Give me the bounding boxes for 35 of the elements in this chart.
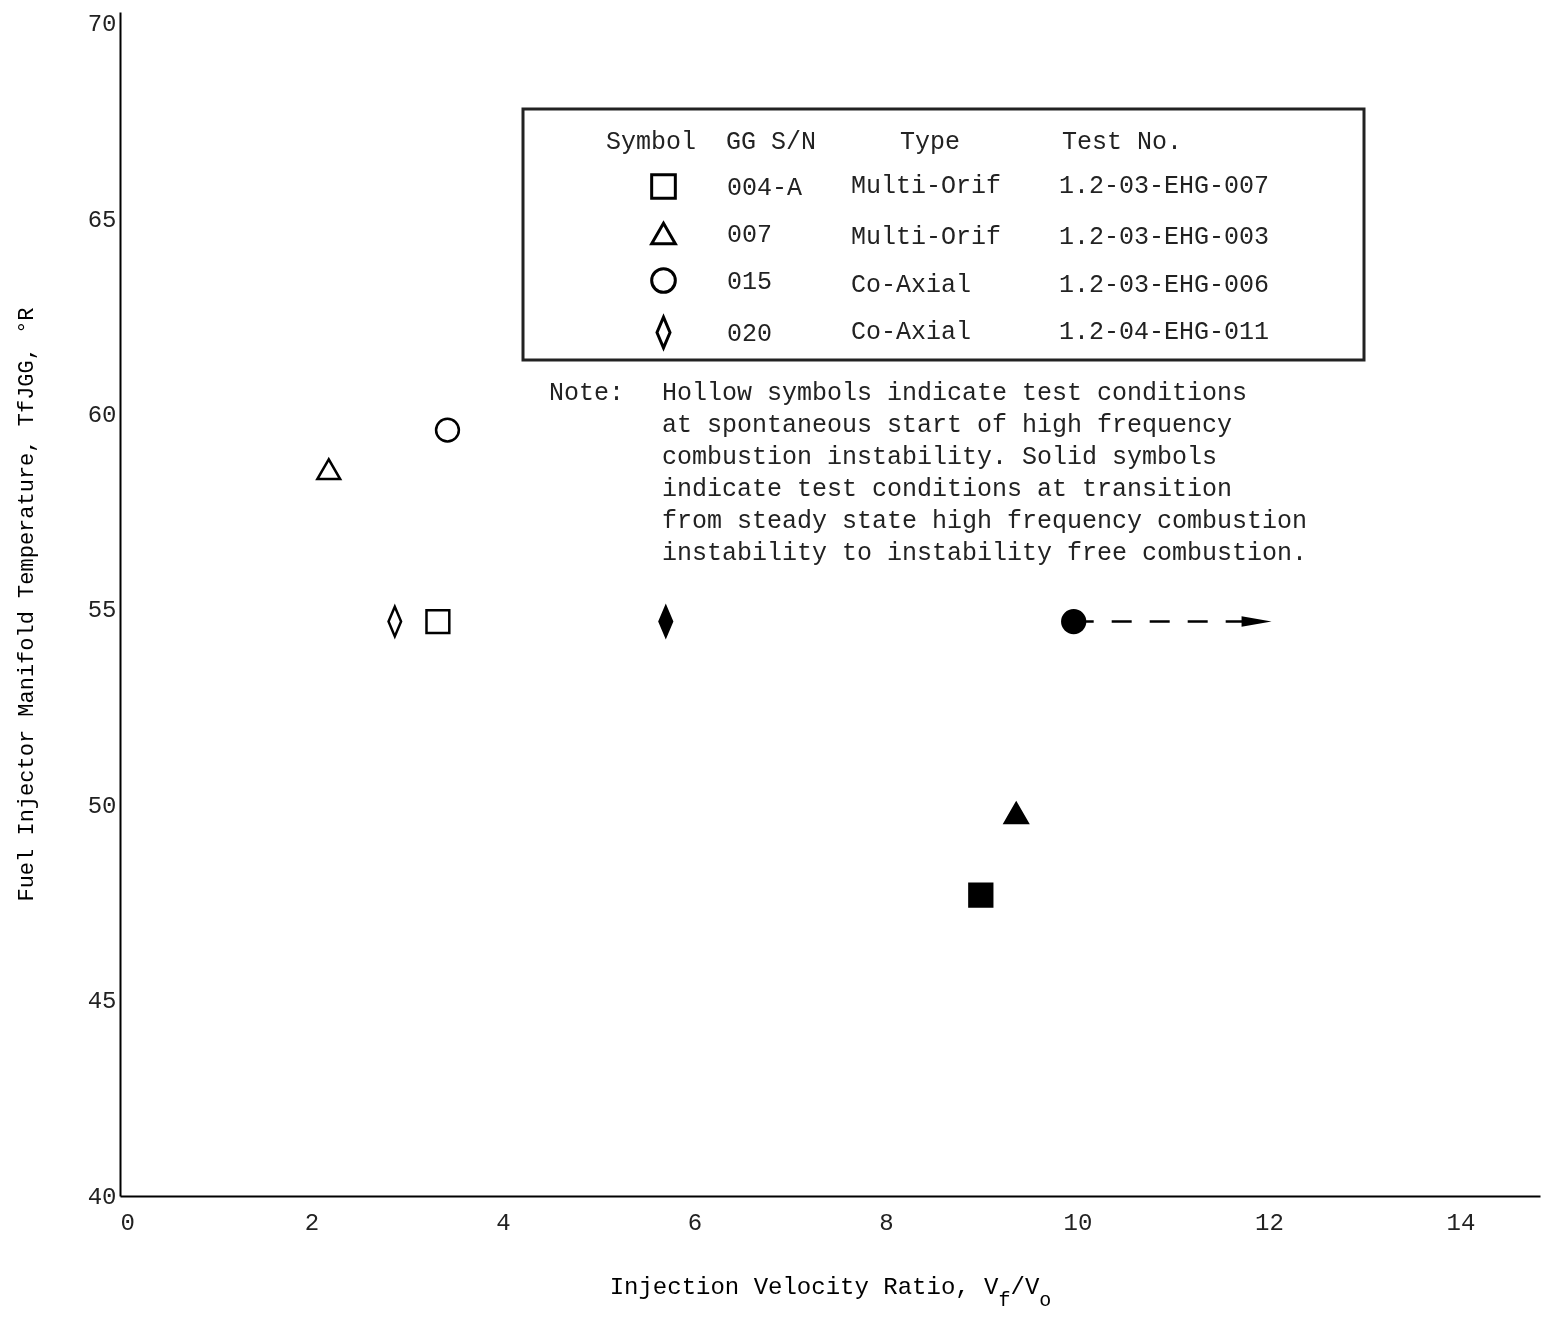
- annotation: 1.2-03-EHG-003: [1059, 223, 1270, 252]
- y-tick-label: 60: [87, 401, 117, 429]
- annotation: Multi-Orif: [851, 223, 1002, 252]
- x-tick-label: 6: [687, 1209, 703, 1237]
- annotation: Test No.: [1061, 128, 1183, 157]
- x-tick-label: 0: [120, 1209, 135, 1237]
- y-tick-label: 40: [87, 1183, 117, 1211]
- annotation: Multi-Orif: [851, 172, 1002, 201]
- legend-label: 007: [727, 220, 773, 250]
- y-tick-label: 65: [87, 206, 117, 234]
- annotation: GG S/N: [725, 128, 817, 157]
- x-axis-title: Injection Velocity Ratio, V$_{f}$/V$_{o}$: [609, 1273, 1052, 1311]
- annotation: 1.2-03-EHG-007: [1059, 172, 1270, 201]
- y-tick-label: 45: [87, 988, 117, 1016]
- annotation: Co-Axial: [851, 271, 972, 300]
- legend-title: Symbol: [605, 128, 697, 157]
- annotation: Co-Axial: [851, 318, 972, 347]
- y-tick-label: 55: [87, 597, 117, 625]
- y-tick-label: 70: [87, 11, 117, 39]
- x-tick-label: 10: [1063, 1209, 1093, 1237]
- annotation: Note:: [549, 379, 625, 408]
- annotation: 1.2-04-EHG-011: [1059, 318, 1270, 347]
- legend-label: 020: [727, 319, 773, 349]
- annotation: Hollow symbols indicate test conditions at spontaneous start of high frequency combustion instability. Solid symbols indicate test conditions at transition from steady state high frequency combustion instability to instability free combustion.: [662, 379, 1308, 568]
- annotation: Type: [899, 128, 961, 157]
- x-tick-label: 2: [304, 1209, 320, 1237]
- x-tick-label: 12: [1255, 1209, 1284, 1237]
- annotation: 1.2-03-EHG-006: [1059, 271, 1270, 300]
- y-tick-label: 50: [87, 792, 117, 820]
- x-tick-label: 14: [1446, 1209, 1476, 1237]
- x-tick-label: 4: [496, 1209, 511, 1237]
- y-axis-title: Fuel Injector Manifold Temperature, TfJGG, °R: [14, 307, 40, 902]
- legend-label: 015: [727, 267, 773, 297]
- x-tick-label: 8: [879, 1209, 894, 1237]
- legend-label: 004-A: [727, 173, 803, 203]
